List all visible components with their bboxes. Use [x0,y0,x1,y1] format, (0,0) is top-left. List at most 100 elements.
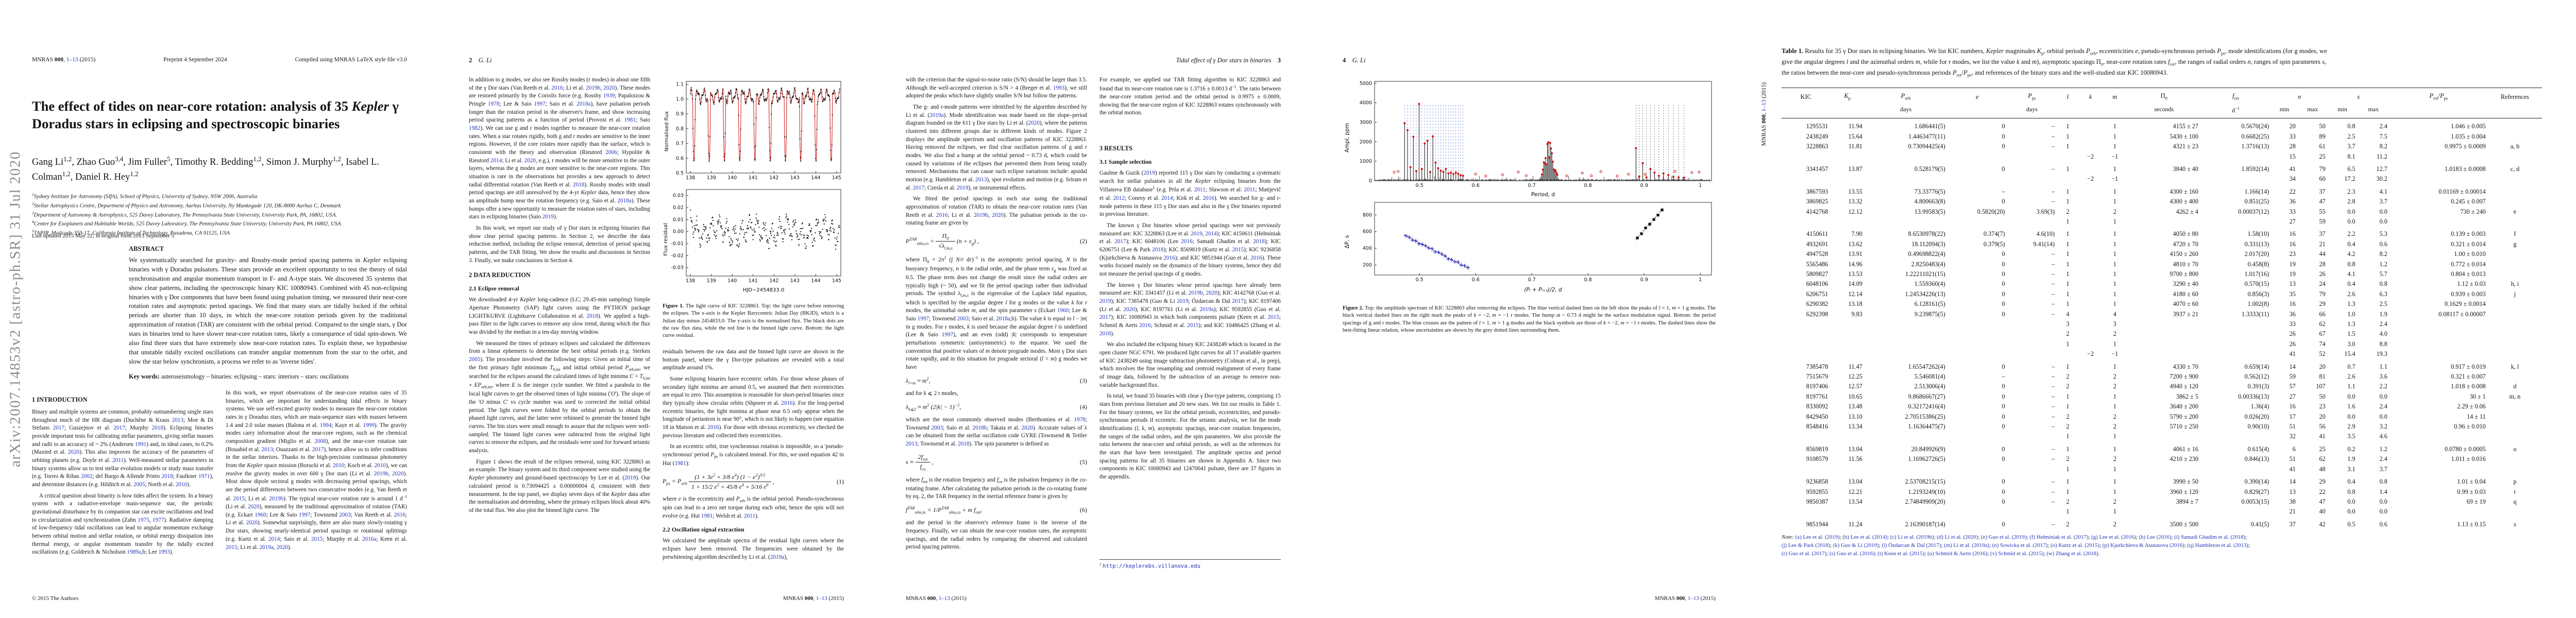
paragraph: In an eccentric orbit, true synchronous … [663,443,844,467]
paragraph: The g- and r-mode patterns were identifi… [906,104,1087,191]
svg-text:0.6: 0.6 [1472,277,1480,283]
paragraph: A critical question about binarity is ho… [32,492,213,556]
figure1-caption: Figure 1. The light curve of KIC 3228863… [663,303,844,339]
affiliation: 2Stellar Astrophysics Centre, Department… [32,201,341,209]
paragraph: For example, we applied our TAR fitting … [1099,77,1281,116]
figure1-lightcurve-panel: 0.5 0.6 0.7 0.8 0.9 1.0 1.1 138 139 140 141 142 143 1… [663,77,844,185]
table-row-submode: 3 3 33 62 1.3 2.4 [2066,320,2387,328]
page-number: 3 [1277,57,1281,64]
abstract-heading: ABSTRACT [129,245,164,252]
running-author: G. Li [478,57,492,64]
svg-text:0.8: 0.8 [1584,183,1592,188]
svg-text:139: 139 [707,175,716,181]
svg-text:200: 200 [1363,263,1372,268]
paragraph: Figure 1 shows the result of the eclipse… [469,458,650,513]
svg-text:0.9: 0.9 [676,111,684,117]
page1-header: MNRAS 000, 1–13 (2015) Preprint 4 Septem… [32,57,407,63]
arxiv-identifier-sidebar: arXiv:2007.14853v2 [astro-ph.SR] 31 Jul … [7,151,24,467]
svg-text:0.6: 0.6 [676,156,684,161]
page2-column-left: In addition to g modes, we also see Ross… [469,76,650,592]
svg-text:0.01: 0.01 [673,217,684,222]
table-row-submode: −2 −1 41 52 15.4 19.3 [2087,350,2387,358]
table-row-kic-9850387: 9850387 13.54 2.74849909(20) 0–2 2 3894 ± 7… [1806,497,2517,505]
subsection-heading: 2.1 Eclipse removal [469,285,519,293]
table-row-kic-8330092: 8330092 13.48 0.32172416(4) 0–1 1 3640 ± 20… [1806,403,2486,410]
page4-running-head: 4 G. Li [1343,57,1365,64]
svg-text:0.9: 0.9 [1640,277,1648,283]
svg-text:0.9: 0.9 [1640,183,1648,188]
table-row-submode: 1 1 27 59 0.0 0.0 [2066,217,2387,225]
svg-text:800: 800 [1363,212,1372,218]
paragraph: where frot is the rotation frequency and… [906,476,1087,500]
svg-text:-0.01: -0.01 [671,241,684,247]
page5-rotated-footer: MNRAS 000, 1–13 (2015) [1761,82,1767,146]
page-2: 2 G. Li In addition to g modes, we also … [437,0,874,618]
svg-text:0.7: 0.7 [1528,183,1536,188]
subsection-heading: 2.2 Oscillation signal extraction [663,526,744,534]
table-row-kic-8197406: 8197406 12.57 2.513006(4) 0–2 2 4940 ± 120 … [1806,383,2517,390]
svg-text:142: 142 [769,175,778,181]
fig1-bottom-svg: -0.03 -0.02 -0.01 0.00 0.01 0.02 0.03 138 139 140… [663,189,841,293]
table-row-submode: 2 2 26 67 1.5 4.0 [2066,330,2387,338]
table-row-kic-6206751: 6206751 12.14 1.24534226(13) 0–1 1 4180 ± 6… [1806,290,2516,298]
subsection-heading: 3.1 Sample selection [1099,158,1152,166]
paragraph: and for k ⩽ 2 r modes, [906,390,958,397]
svg-text:0.00: 0.00 [673,229,684,235]
table1-header-row2: days days seconds d−1 min max min max [1782,103,2542,119]
paragraph: We also included the eclipsing binary KI… [1099,341,1281,388]
paragraph: In this work, we report observations of … [226,390,407,551]
figure1-residual-panel: -0.03 -0.02 -0.01 0.00 0.01 0.02 0.03 138 139 140… [663,185,844,294]
paragraph: Gaulme & Guzik (2019) reported 115 γ Dor… [1099,170,1281,218]
affiliation: 5TAPIR, Mailcode 350-17, California Inst… [32,229,230,236]
svg-text:143: 143 [790,175,800,181]
paragraph: residuals between the raw data and the b… [663,349,844,371]
table1-results: KIC Kp Porb e Pps l k m Π0 frot n s Prot/Pps Refe… [1782,87,2542,529]
figure2-caption: Figure 2. Top: the amplitude spectrum of… [1343,305,1716,333]
villanova-ebs-link[interactable]: http://keplerebs.villanova.edu [1103,563,1200,570]
svg-text:Period, d: Period, d [1531,192,1555,198]
svg-text:400: 400 [1363,246,1372,251]
affiliations: 1Sydney Institute for Astronomy (SIfA), … [32,192,401,237]
table-row-kic-3228863: 3228863 11.81 0.73094425(4) 0–1 1 4321 ± 23… [1806,143,2520,150]
page-4: 4 G. Li 0 1000 2000 3000 4000 5000 0.5 0.6 0.7 0.… [1311,0,1748,618]
equation: λk⩽2 ≈ m2 (2|k| − 1)−2, (4) [906,402,1087,412]
svg-text:ΔP, s: ΔP, s [1344,235,1350,249]
svg-text:1.1: 1.1 [676,82,684,88]
table-row-kic-6292398: 6292398 9.83 9.239875(5) 0–4 4 3937 ± 21 1.… [1806,310,2486,318]
svg-text:1: 1 [1699,183,1702,188]
svg-text:0: 0 [1369,178,1372,184]
abstract-body: We systematically searched for gravity- … [129,256,407,365]
paragraph: We calculated the amplitude spectra of t… [663,538,844,560]
table1-caption-line: Table 1. Results for 35 γ Dor stars in e… [1782,47,2327,56]
svg-text:1.0: 1.0 [676,96,684,102]
svg-text:2000: 2000 [1360,139,1372,145]
svg-text:138: 138 [686,278,695,284]
table1-note-line: Note: (a) Lee et al. (2019); (b) Lee et … [1782,534,2247,540]
author-list: Gang Li1,2, Zhao Guo3,4, Jim Fuller5, Ti… [32,155,379,183]
svg-text:0.7: 0.7 [1528,277,1536,283]
table1-header: KIC Kp Porb e Pps l k m Π0 frot n s Prot/Pps Refe… [1782,87,2542,119]
table1-notes: Note: (a) Lee et al. (2019); (b) Lee et … [1782,533,2544,558]
table1-caption-line: the ratios between the near-core and pse… [1782,69,2168,78]
svg-text:600: 600 [1363,229,1372,235]
page-5-landscape-table: MNRAS 000, 1–13 (2015) Table 1. Results … [1748,0,2576,618]
svg-text:1: 1 [1699,277,1702,283]
table-row-kic-2438249: 2438249 15.64 1.4463477(11) 0–1 1 5430 ± 10… [1806,132,2486,140]
table-row-kic-3867593: 3867593 13.55 73.33776(5) – –1 1 4300 ± 160 … [1806,187,2486,195]
table-row-kic-9236858: 9236858 13.04 2.53708215(15) 0–1 1 3990 ± 5… [1806,478,2517,486]
svg-text:Normalised flux: Normalised flux [664,111,670,151]
table-row-kic-8569819: 8569819 13.04 20.849926(9) 0–1 1 4061 ± 16 … [1806,445,2517,453]
paragraph: We downloaded 4-yr Kepler long-cadence (… [469,297,650,336]
equation: λl=m ≈ m2, (3) [906,376,1087,385]
page-3: Tidal effect of γ Dor stars in binaries … [874,0,1311,618]
paragraph: We measured the times of primary eclipse… [469,340,650,454]
section-heading: 3 RESULTS [1099,145,1133,152]
page-1-title-page: arXiv:2007.14853v2 [astro-ph.SR] 31 Jul … [0,0,437,618]
table-row-submode: 1 1 41 48 3.1 3.7 [2066,465,2387,473]
figure2-period-spacings: 200 400 600 800 0.5 0.6 0.7 0.8 0.9 1 ΔP, s (Pᵢ +… [1343,198,1716,294]
page3-footnote: 1 http://keplerebs.villanova.edu [1099,559,1281,570]
paragraph: which are the most commonly observed mod… [906,417,1087,448]
paragraph: Binary and multiple systems are common, … [32,409,213,488]
svg-text:Flux residual: Flux residual [663,223,669,256]
